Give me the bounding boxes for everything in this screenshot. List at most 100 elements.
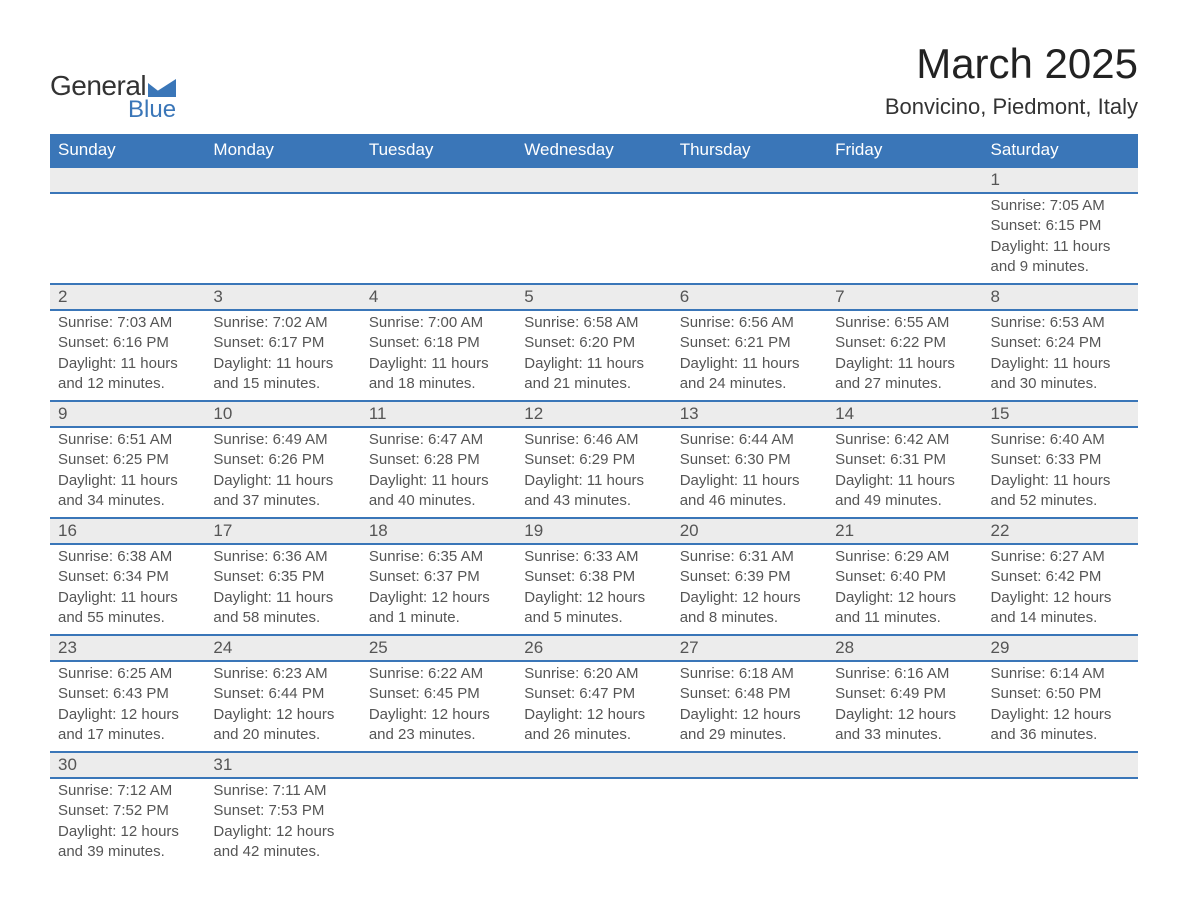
- day-number-cell: 21: [827, 518, 982, 544]
- sunrise-line: Sunrise: 6:40 AM: [991, 431, 1105, 448]
- daylight-line: Daylight: 12 hours and 11 minutes.: [835, 589, 956, 626]
- sunset-line: Sunset: 6:28 PM: [369, 451, 480, 468]
- sunrise-line: Sunrise: 6:44 AM: [680, 431, 794, 448]
- day-number-cell: 22: [983, 518, 1138, 544]
- sunset-line: Sunset: 6:42 PM: [991, 568, 1102, 585]
- day-number-cell: 7: [827, 284, 982, 310]
- sunset-line: Sunset: 6:49 PM: [835, 685, 946, 702]
- sunrise-line: Sunrise: 7:02 AM: [213, 314, 327, 331]
- weekday-header: Thursday: [672, 134, 827, 167]
- daylight-line: Daylight: 12 hours and 20 minutes.: [213, 706, 334, 743]
- daylight-line: Daylight: 11 hours and 12 minutes.: [58, 355, 178, 392]
- day-number-cell: 1: [983, 167, 1138, 193]
- sunset-line: Sunset: 6:43 PM: [58, 685, 169, 702]
- daylight-line: Daylight: 11 hours and 30 minutes.: [991, 355, 1111, 392]
- day-number: 10: [205, 402, 360, 426]
- day-data-cell: Sunrise: 7:12 AMSunset: 7:52 PMDaylight:…: [50, 778, 205, 868]
- calendar-table: Sunday Monday Tuesday Wednesday Thursday…: [50, 134, 1138, 868]
- day-number: 9: [50, 402, 205, 426]
- day-details: Sunrise: 7:12 AMSunset: 7:52 PMDaylight:…: [50, 779, 205, 868]
- day-number-cell: 15: [983, 401, 1138, 427]
- sunrise-line: Sunrise: 6:29 AM: [835, 548, 949, 565]
- sunset-line: Sunset: 6:45 PM: [369, 685, 480, 702]
- sunrise-line: Sunrise: 6:36 AM: [213, 548, 327, 565]
- sunset-line: Sunset: 6:40 PM: [835, 568, 946, 585]
- day-details: Sunrise: 6:23 AMSunset: 6:44 PMDaylight:…: [205, 662, 360, 751]
- day-number-cell: 25: [361, 635, 516, 661]
- sunrise-line: Sunrise: 6:49 AM: [213, 431, 327, 448]
- day-details: Sunrise: 6:25 AMSunset: 6:43 PMDaylight:…: [50, 662, 205, 751]
- day-number-cell: 18: [361, 518, 516, 544]
- day-number-cell: 19: [516, 518, 671, 544]
- day-details: Sunrise: 6:56 AMSunset: 6:21 PMDaylight:…: [672, 311, 827, 400]
- sunrise-line: Sunrise: 7:05 AM: [991, 197, 1105, 214]
- day-number: 6: [672, 285, 827, 309]
- day-number-cell: 30: [50, 752, 205, 778]
- day-data-cell: Sunrise: 6:51 AMSunset: 6:25 PMDaylight:…: [50, 427, 205, 518]
- day-number-cell: 31: [205, 752, 360, 778]
- weekday-header: Saturday: [983, 134, 1138, 167]
- day-details: Sunrise: 7:05 AMSunset: 6:15 PMDaylight:…: [983, 194, 1138, 283]
- location-subtitle: Bonvicino, Piedmont, Italy: [885, 94, 1138, 120]
- day-details: Sunrise: 6:16 AMSunset: 6:49 PMDaylight:…: [827, 662, 982, 751]
- daylight-line: Daylight: 12 hours and 36 minutes.: [991, 706, 1112, 743]
- page-header: General Blue March 2025 Bonvicino, Piedm…: [50, 40, 1138, 124]
- day-data-cell: [361, 193, 516, 284]
- sunrise-line: Sunrise: 6:46 AM: [524, 431, 638, 448]
- day-number-cell: 13: [672, 401, 827, 427]
- day-number: 17: [205, 519, 360, 543]
- day-data-cell: [50, 193, 205, 284]
- day-details: Sunrise: 6:38 AMSunset: 6:34 PMDaylight:…: [50, 545, 205, 634]
- sunset-line: Sunset: 6:21 PM: [680, 334, 791, 351]
- day-details: Sunrise: 6:31 AMSunset: 6:39 PMDaylight:…: [672, 545, 827, 634]
- day-data-cell: Sunrise: 6:49 AMSunset: 6:26 PMDaylight:…: [205, 427, 360, 518]
- day-data-cell: Sunrise: 6:42 AMSunset: 6:31 PMDaylight:…: [827, 427, 982, 518]
- day-details: Sunrise: 6:27 AMSunset: 6:42 PMDaylight:…: [983, 545, 1138, 634]
- sunrise-line: Sunrise: 6:56 AM: [680, 314, 794, 331]
- day-number-cell: 10: [205, 401, 360, 427]
- sunset-line: Sunset: 6:22 PM: [835, 334, 946, 351]
- day-number-cell: 12: [516, 401, 671, 427]
- day-data-cell: Sunrise: 6:46 AMSunset: 6:29 PMDaylight:…: [516, 427, 671, 518]
- weekday-header-row: Sunday Monday Tuesday Wednesday Thursday…: [50, 134, 1138, 167]
- weekday-header: Wednesday: [516, 134, 671, 167]
- day-details: Sunrise: 6:51 AMSunset: 6:25 PMDaylight:…: [50, 428, 205, 517]
- daylight-line: Daylight: 11 hours and 43 minutes.: [524, 472, 644, 509]
- day-number-cell: [516, 167, 671, 193]
- sunrise-line: Sunrise: 6:42 AM: [835, 431, 949, 448]
- sunrise-line: Sunrise: 6:31 AM: [680, 548, 794, 565]
- sunset-line: Sunset: 6:18 PM: [369, 334, 480, 351]
- day-details: Sunrise: 6:22 AMSunset: 6:45 PMDaylight:…: [361, 662, 516, 751]
- day-data-cell: Sunrise: 6:47 AMSunset: 6:28 PMDaylight:…: [361, 427, 516, 518]
- day-number: 31: [205, 753, 360, 777]
- daylight-line: Daylight: 11 hours and 15 minutes.: [213, 355, 333, 392]
- sunset-line: Sunset: 6:38 PM: [524, 568, 635, 585]
- day-data-cell: Sunrise: 6:27 AMSunset: 6:42 PMDaylight:…: [983, 544, 1138, 635]
- sunrise-line: Sunrise: 6:27 AM: [991, 548, 1105, 565]
- sunrise-line: Sunrise: 6:38 AM: [58, 548, 172, 565]
- day-number-cell: 4: [361, 284, 516, 310]
- day-details: Sunrise: 6:40 AMSunset: 6:33 PMDaylight:…: [983, 428, 1138, 517]
- day-data-cell: Sunrise: 6:18 AMSunset: 6:48 PMDaylight:…: [672, 661, 827, 752]
- day-number-cell: 11: [361, 401, 516, 427]
- sunset-line: Sunset: 6:47 PM: [524, 685, 635, 702]
- day-details: Sunrise: 6:18 AMSunset: 6:48 PMDaylight:…: [672, 662, 827, 751]
- daynum-row: 1: [50, 167, 1138, 193]
- day-number: 15: [983, 402, 1138, 426]
- day-data-cell: [361, 778, 516, 868]
- sunset-line: Sunset: 7:52 PM: [58, 802, 169, 819]
- daylight-line: Daylight: 12 hours and 5 minutes.: [524, 589, 645, 626]
- day-number-cell: 16: [50, 518, 205, 544]
- day-data-cell: Sunrise: 6:58 AMSunset: 6:20 PMDaylight:…: [516, 310, 671, 401]
- sunset-line: Sunset: 7:53 PM: [213, 802, 324, 819]
- day-number: 3: [205, 285, 360, 309]
- day-number: 5: [516, 285, 671, 309]
- sunset-line: Sunset: 6:30 PM: [680, 451, 791, 468]
- daydata-row: Sunrise: 6:38 AMSunset: 6:34 PMDaylight:…: [50, 544, 1138, 635]
- daylight-line: Daylight: 11 hours and 55 minutes.: [58, 589, 178, 626]
- sunrise-line: Sunrise: 6:51 AM: [58, 431, 172, 448]
- title-block: March 2025 Bonvicino, Piedmont, Italy: [885, 40, 1138, 120]
- daylight-line: Daylight: 11 hours and 34 minutes.: [58, 472, 178, 509]
- sunset-line: Sunset: 6:20 PM: [524, 334, 635, 351]
- day-number-cell: 24: [205, 635, 360, 661]
